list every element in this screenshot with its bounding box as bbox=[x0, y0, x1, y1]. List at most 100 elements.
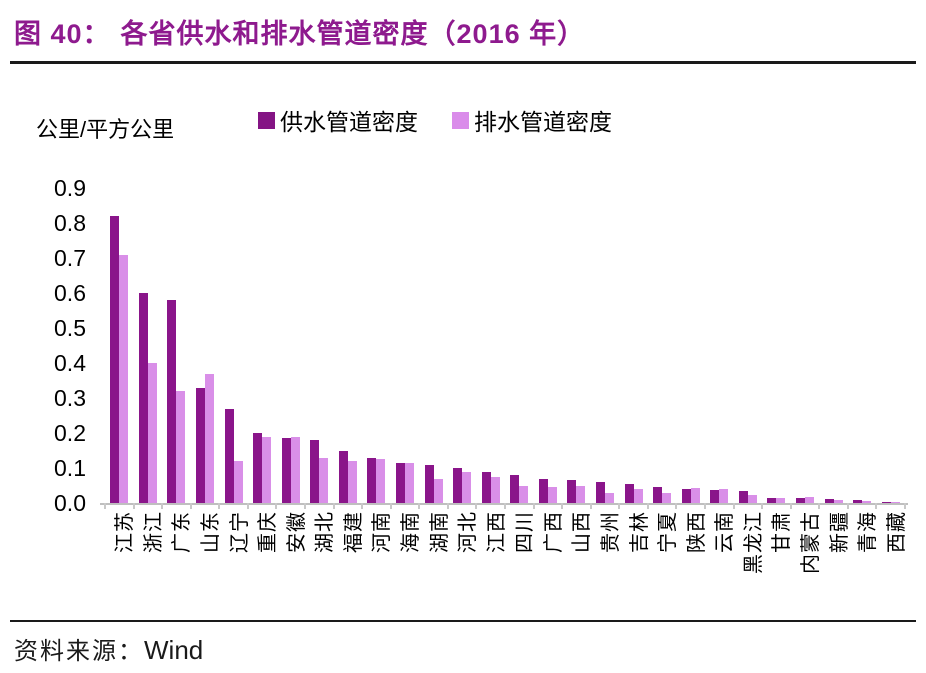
bar-supply bbox=[310, 440, 320, 503]
x-axis-label-text: 辽宁 bbox=[228, 511, 251, 553]
x-axis-label-text: 内蒙古 bbox=[800, 511, 822, 574]
supply-legend-swatch bbox=[258, 111, 275, 129]
bar-supply bbox=[196, 387, 205, 503]
y-axis-tick-label: 0.0 bbox=[54, 490, 86, 516]
x-axis-label-text: 河北 bbox=[457, 511, 480, 553]
x-axis-tick bbox=[732, 503, 735, 509]
x-axis-tick bbox=[675, 503, 678, 509]
y-axis-unit-label: 公里/平方公里 bbox=[36, 117, 175, 142]
chart-legend: 供水管道密度 排水管道密度 bbox=[258, 103, 612, 137]
x-axis-label-text: 青海 bbox=[857, 511, 880, 553]
x-axis-tick bbox=[646, 503, 649, 509]
x-axis-tick bbox=[618, 503, 621, 509]
bar-drainage bbox=[690, 488, 700, 503]
source-label: 资料来源： bbox=[14, 639, 144, 665]
x-axis-tick bbox=[761, 503, 764, 509]
x-axis-tick bbox=[704, 503, 706, 509]
x-axis-label-text: 西藏 bbox=[885, 511, 908, 553]
figure-title-text: 各省供水和排水管道密度（2016 年） bbox=[120, 19, 586, 49]
x-axis-label-text: 云南 bbox=[714, 511, 737, 553]
legend-item-drainage: 排水管道密度 bbox=[452, 103, 612, 137]
bar-drainage bbox=[719, 489, 729, 503]
x-axis-tick bbox=[532, 503, 535, 509]
x-axis-tick bbox=[561, 503, 564, 509]
x-axis-label-text: 江西 bbox=[485, 511, 508, 553]
x-axis-label-text: 江苏 bbox=[114, 511, 137, 553]
x-axis-tick bbox=[818, 503, 821, 509]
x-axis-label-text: 福建 bbox=[342, 511, 365, 553]
bar-drainage bbox=[233, 461, 243, 503]
x-axis-label-text: 浙江 bbox=[142, 511, 165, 553]
x-axis-tick bbox=[475, 503, 478, 509]
x-axis-label-text: 安徽 bbox=[285, 511, 308, 553]
bar-drainage bbox=[319, 457, 329, 503]
bar-drainage bbox=[205, 373, 214, 503]
bar-supply bbox=[710, 490, 720, 503]
y-axis-tick-label: 0.8 bbox=[54, 210, 86, 236]
x-axis-label-text: 山西 bbox=[571, 511, 594, 553]
bar-supply bbox=[824, 498, 834, 503]
x-axis-label-text: 广东 bbox=[171, 511, 194, 553]
y-axis-tick-label: 0.3 bbox=[54, 385, 86, 411]
x-axis-label-text: 贵州 bbox=[600, 511, 622, 553]
bar-drainage bbox=[833, 499, 843, 503]
source-name: Wind bbox=[144, 635, 204, 665]
bar-drainage bbox=[519, 485, 529, 503]
bar-drainage bbox=[576, 485, 586, 503]
bar-supply bbox=[481, 471, 491, 503]
bar-drainage bbox=[290, 436, 300, 503]
bar-drainage bbox=[462, 471, 472, 503]
bar-drainage bbox=[405, 462, 414, 503]
x-axis-tick bbox=[246, 503, 249, 509]
x-axis-tick bbox=[104, 503, 106, 509]
bar-drainage bbox=[547, 487, 557, 503]
x-axis-tick bbox=[189, 503, 192, 509]
bar-drainage bbox=[776, 497, 786, 503]
x-axis-tick bbox=[275, 503, 278, 509]
x-axis-label-text: 甘肃 bbox=[771, 511, 794, 553]
bar-drainage bbox=[862, 500, 872, 503]
bar-supply bbox=[624, 483, 634, 503]
figure-number: 图 40： bbox=[14, 19, 111, 49]
x-axis-tick bbox=[418, 503, 421, 509]
bar-supply bbox=[253, 433, 263, 503]
x-axis-tick bbox=[218, 503, 221, 509]
x-axis-tick bbox=[446, 503, 449, 509]
legend-label-drainage: 排水管道密度 bbox=[474, 109, 612, 135]
drainage-legend-swatch bbox=[452, 111, 469, 129]
title-divider bbox=[10, 61, 916, 64]
y-axis-tick-label: 0.1 bbox=[54, 455, 86, 481]
bar-supply bbox=[453, 468, 463, 503]
x-axis-label-text: 四川 bbox=[514, 511, 537, 553]
bar-supply bbox=[653, 487, 663, 503]
y-axis-tick-label: 0.2 bbox=[54, 420, 86, 446]
bar-drainage bbox=[176, 391, 186, 503]
bar-supply bbox=[567, 480, 577, 503]
bar-supply bbox=[853, 500, 863, 503]
bar-drainage bbox=[262, 436, 272, 503]
bar-supply bbox=[596, 482, 605, 503]
bar-drainage bbox=[433, 478, 443, 503]
bar-supply bbox=[738, 491, 748, 503]
page-title: 图 40： 各省供水和排水管道密度（2016 年） bbox=[14, 12, 585, 51]
x-axis-tick bbox=[361, 503, 364, 509]
legend-item-supply: 供水管道密度 bbox=[258, 103, 418, 137]
x-axis-label-text: 吉林 bbox=[628, 511, 651, 553]
x-axis-label-text: 宁夏 bbox=[657, 511, 680, 553]
bar-drainage bbox=[633, 489, 643, 503]
bar-supply bbox=[767, 497, 777, 503]
x-axis-label-text: 湖北 bbox=[314, 511, 337, 553]
y-axis-tick-label: 0.4 bbox=[54, 350, 86, 376]
x-axis-tick bbox=[875, 503, 878, 509]
bar-supply bbox=[681, 489, 691, 503]
bar-supply bbox=[138, 293, 148, 503]
bar-drainage bbox=[747, 495, 757, 503]
x-axis-label-text: 广西 bbox=[542, 511, 565, 553]
x-axis-tick bbox=[132, 503, 135, 509]
x-axis-tick bbox=[846, 503, 849, 509]
x-axis-label-text: 新疆 bbox=[828, 511, 851, 553]
y-axis-tick-label: 0.5 bbox=[54, 315, 86, 341]
bar-drainage bbox=[119, 254, 129, 503]
bar-drainage bbox=[147, 363, 157, 503]
